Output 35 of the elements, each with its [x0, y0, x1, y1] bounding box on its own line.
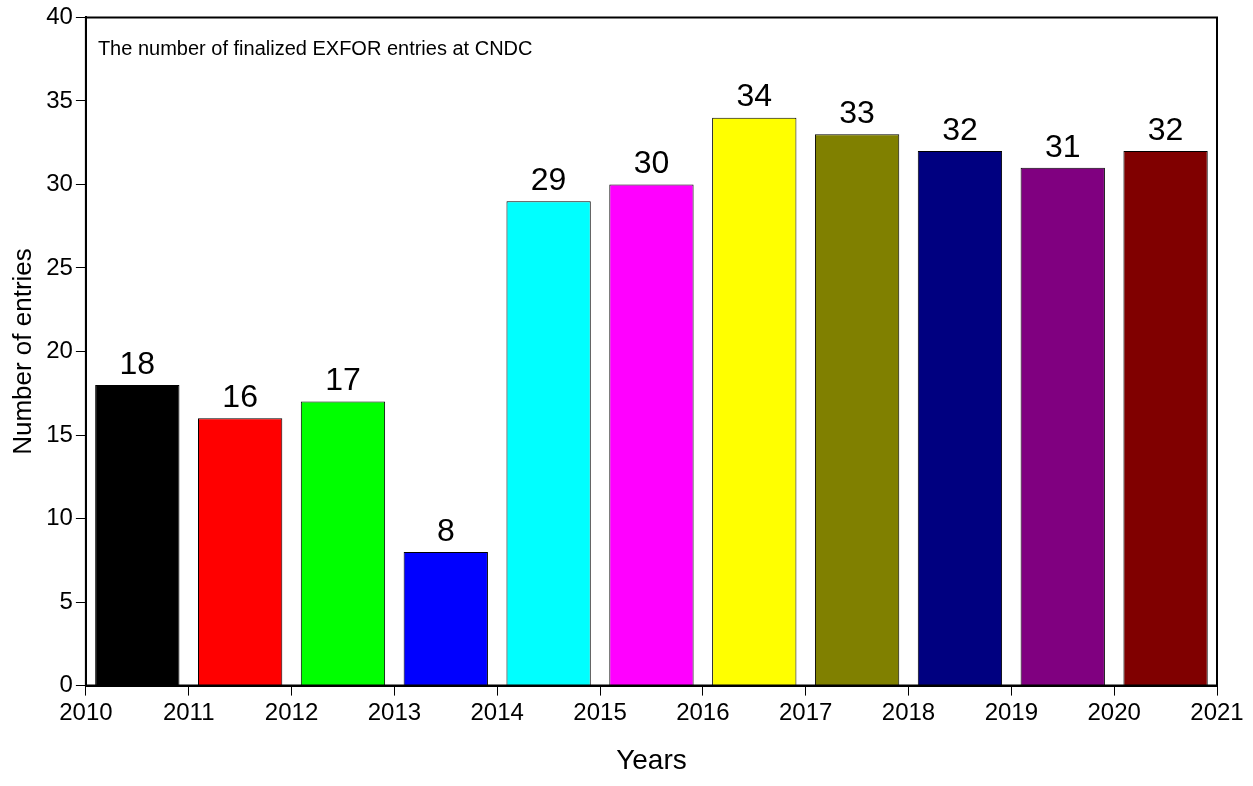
x-tick-label: 2014	[470, 697, 524, 725]
y-tick-label: 30	[46, 169, 73, 197]
y-tick-label: 5	[59, 586, 73, 614]
data-label: 8	[436, 511, 455, 548]
x-tick-label: 2011	[162, 697, 215, 725]
x-tick-label: 2016	[676, 697, 730, 725]
x-tick-label: 2017	[778, 697, 833, 725]
x-axis-title: Years	[616, 743, 687, 775]
data-label: 30	[633, 144, 670, 181]
data-label: 17	[325, 361, 361, 398]
x-tick-label: 2012	[264, 697, 319, 725]
data-label: 31	[1044, 127, 1081, 164]
data-label: 32	[1147, 110, 1184, 147]
x-tick-label: 2021	[1190, 697, 1244, 725]
annotation: The number of finalized EXFOR entries at CNDC	[97, 36, 533, 59]
x-tick-label: 2010	[59, 697, 113, 725]
y-tick-label: 25	[46, 252, 73, 280]
y-tick-label: 20	[46, 336, 73, 364]
y-tick-label: 15	[46, 419, 73, 447]
data-label: 16	[222, 378, 258, 415]
x-tick-label: 2019	[984, 697, 1039, 725]
data-label: 29	[530, 160, 567, 197]
y-tick-label: 10	[46, 503, 73, 531]
x-tick-label: 2020	[1087, 697, 1141, 725]
y-tick-label: 0	[59, 670, 73, 698]
x-tick-label: 2015	[573, 697, 627, 725]
data-label: 32	[942, 110, 978, 147]
y-tick-label: 35	[46, 85, 73, 113]
x-tick-label: 2018	[881, 697, 936, 725]
data-label: 33	[839, 94, 875, 131]
y-tick-label: 40	[46, 2, 73, 30]
data-label: 34	[736, 77, 773, 114]
y-axis-title: Number of entries	[6, 248, 37, 455]
x-tick-label: 2013	[367, 697, 422, 725]
data-label: 18	[119, 344, 156, 381]
